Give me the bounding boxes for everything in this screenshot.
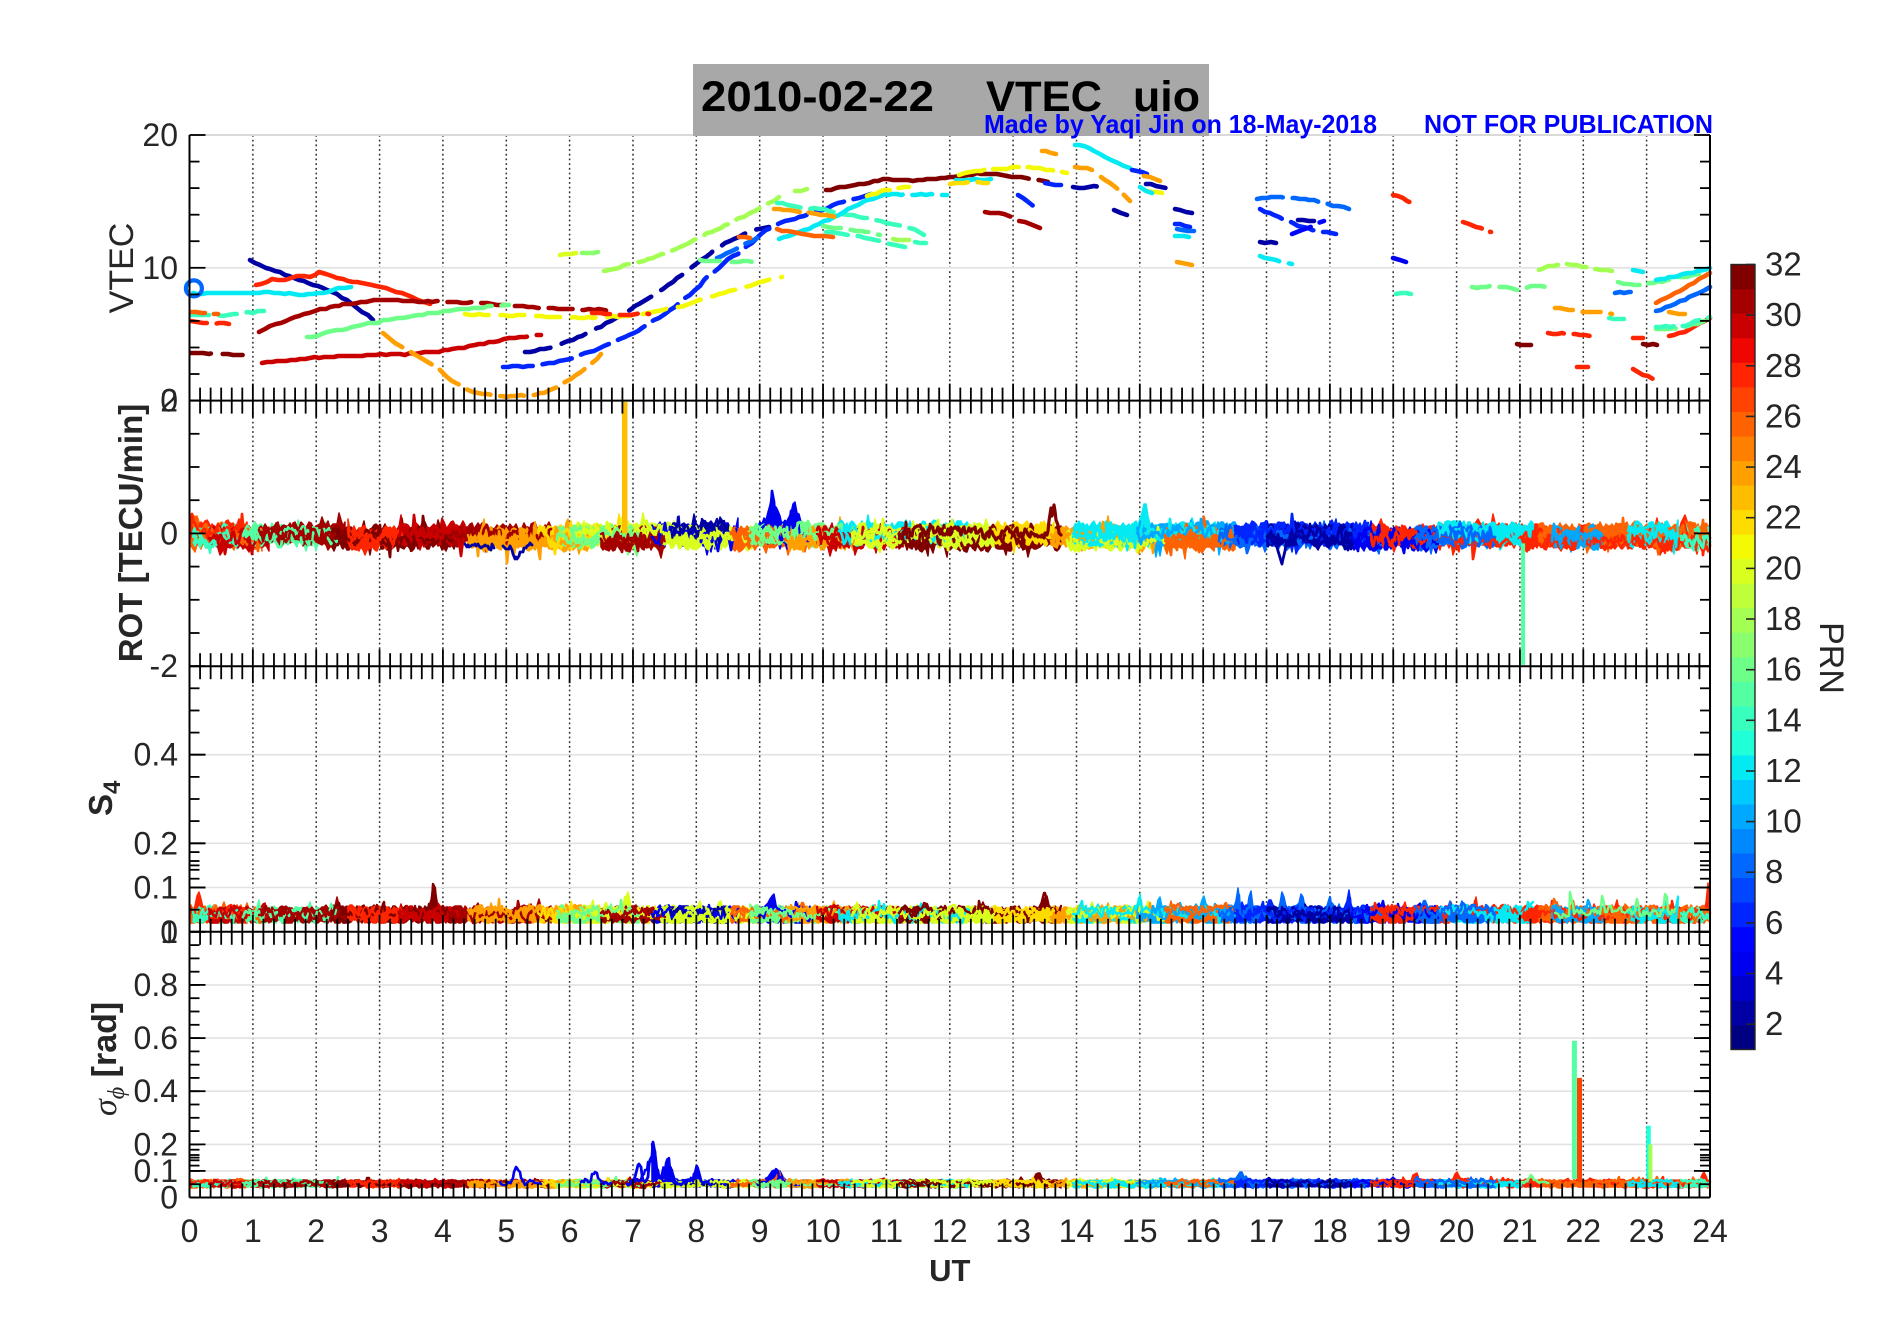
- svg-text:0: 0: [160, 515, 178, 551]
- svg-text:σϕ [rad]: σϕ [rad]: [86, 1002, 130, 1116]
- svg-text:19: 19: [1375, 1213, 1411, 1249]
- svg-text:0.6: 0.6: [134, 1020, 178, 1056]
- svg-text:1: 1: [244, 1213, 262, 1249]
- svg-text:24: 24: [1692, 1213, 1728, 1249]
- svg-text:0.2: 0.2: [134, 825, 178, 861]
- svg-text:ROT [TECU/min]: ROT [TECU/min]: [112, 404, 149, 662]
- svg-text:14: 14: [1765, 701, 1802, 738]
- svg-text:3: 3: [371, 1213, 389, 1249]
- svg-text:6: 6: [1765, 904, 1783, 941]
- svg-text:0.8: 0.8: [134, 967, 178, 1003]
- svg-text:10: 10: [805, 1213, 841, 1249]
- svg-text:PRN: PRN: [1812, 622, 1850, 694]
- svg-text:23: 23: [1629, 1213, 1665, 1249]
- svg-text:VTEC: VTEC: [103, 223, 141, 314]
- svg-text:4: 4: [434, 1213, 452, 1249]
- svg-text:2010-02-22: 2010-02-22: [701, 73, 934, 121]
- svg-text:14: 14: [1059, 1213, 1095, 1249]
- svg-text:16: 16: [1765, 651, 1802, 688]
- svg-text:12: 12: [1765, 752, 1802, 789]
- svg-text:22: 22: [1765, 499, 1802, 536]
- svg-text:0.2: 0.2: [134, 1126, 178, 1162]
- svg-text:24: 24: [1765, 448, 1802, 485]
- svg-text:Made by Yaqi Jin on 18-May-201: Made by Yaqi Jin on 18-May-2018: [984, 109, 1377, 139]
- svg-text:uio: uio: [1133, 73, 1200, 121]
- svg-text:4: 4: [1765, 955, 1783, 992]
- svg-text:15: 15: [1122, 1213, 1158, 1249]
- svg-text:30: 30: [1765, 296, 1802, 333]
- svg-text:0: 0: [160, 383, 178, 419]
- svg-text:18: 18: [1765, 600, 1802, 637]
- svg-text:22: 22: [1566, 1213, 1602, 1249]
- svg-text:1: 1: [160, 914, 178, 950]
- svg-text:NOT FOR PUBLICATION: NOT FOR PUBLICATION: [1424, 109, 1713, 139]
- svg-text:28: 28: [1765, 347, 1802, 384]
- svg-text:-2: -2: [150, 648, 178, 684]
- svg-text:10: 10: [142, 250, 178, 286]
- svg-text:21: 21: [1502, 1213, 1538, 1249]
- svg-text:20: 20: [1439, 1213, 1475, 1249]
- svg-text:6: 6: [561, 1213, 579, 1249]
- svg-text:26: 26: [1765, 397, 1802, 434]
- svg-text:17: 17: [1249, 1213, 1285, 1249]
- svg-text:18: 18: [1312, 1213, 1348, 1249]
- svg-text:0.4: 0.4: [134, 737, 178, 773]
- svg-text:0.4: 0.4: [134, 1073, 178, 1109]
- svg-text:0: 0: [160, 1180, 178, 1216]
- svg-text:8: 8: [687, 1213, 705, 1249]
- svg-text:0.1: 0.1: [134, 870, 178, 906]
- svg-text:16: 16: [1185, 1213, 1221, 1249]
- svg-text:12: 12: [932, 1213, 968, 1249]
- svg-text:0: 0: [160, 914, 178, 950]
- svg-text:8: 8: [1765, 853, 1783, 890]
- svg-text:2: 2: [160, 383, 178, 419]
- svg-text:2: 2: [1765, 1005, 1783, 1042]
- svg-text:0.1: 0.1: [134, 1153, 178, 1189]
- svg-text:32: 32: [1765, 246, 1802, 283]
- svg-text:2: 2: [307, 1213, 325, 1249]
- svg-text:11: 11: [870, 1213, 903, 1249]
- svg-text:9: 9: [751, 1213, 769, 1249]
- svg-text:VTEC: VTEC: [986, 73, 1102, 121]
- svg-text:0: 0: [181, 1213, 199, 1249]
- svg-text:10: 10: [1765, 803, 1802, 840]
- svg-text:UT: UT: [929, 1253, 970, 1288]
- svg-text:7: 7: [624, 1213, 642, 1249]
- svg-text:13: 13: [995, 1213, 1031, 1249]
- svg-text:20: 20: [142, 117, 178, 153]
- svg-text:20: 20: [1765, 549, 1802, 586]
- svg-text:5: 5: [497, 1213, 515, 1249]
